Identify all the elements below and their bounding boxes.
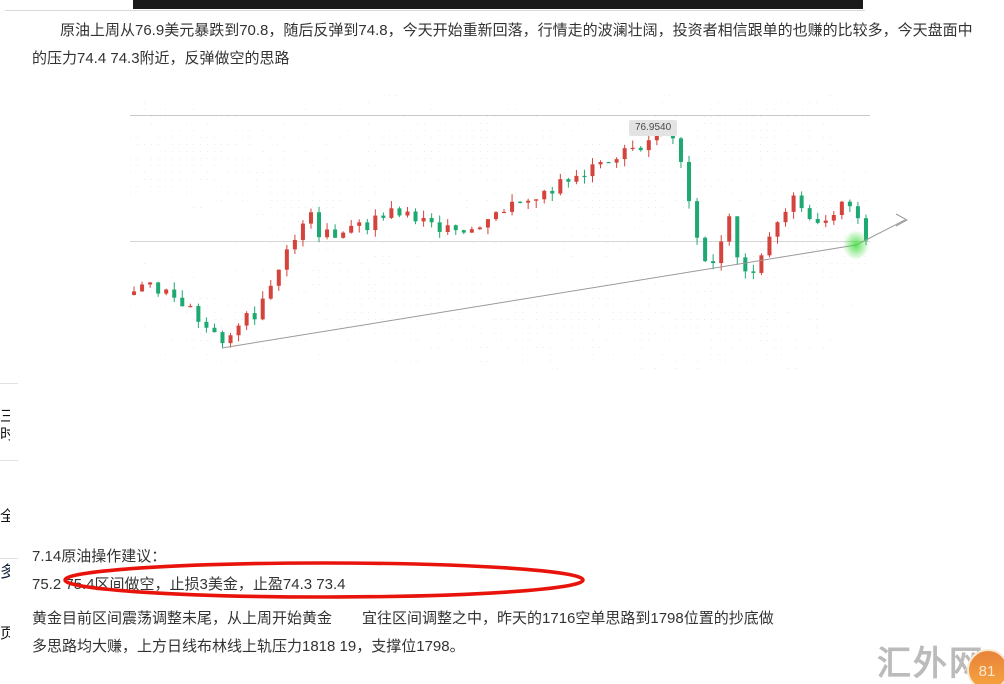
svg-text:81: 81 (979, 663, 996, 680)
